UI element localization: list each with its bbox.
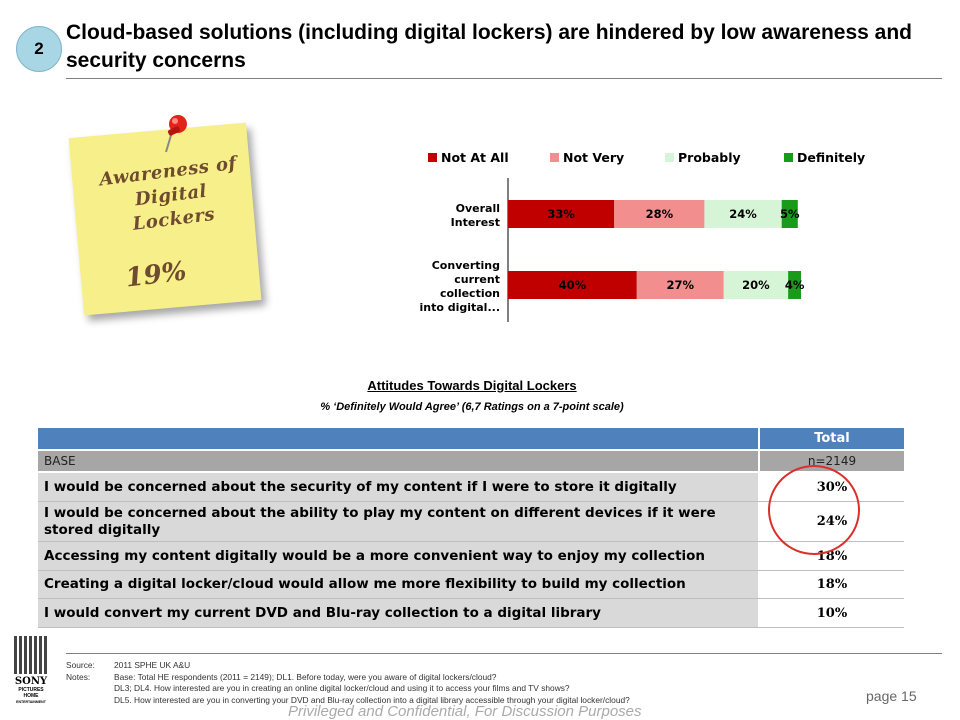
logo-line4: ENTERTAINMENT bbox=[16, 700, 46, 704]
bar-segment bbox=[614, 200, 705, 228]
bar-segment bbox=[508, 271, 637, 299]
category-label: Converting bbox=[432, 259, 500, 272]
data-label: 40% bbox=[559, 278, 587, 292]
base-label: BASE bbox=[38, 451, 758, 471]
header-total-cell: Total bbox=[758, 428, 904, 449]
legend-label: Definitely bbox=[797, 150, 865, 165]
row-label: I would be concerned about the security … bbox=[38, 473, 758, 501]
row-label: I would convert my current DVD and Blu-r… bbox=[38, 599, 758, 627]
row-label: Creating a digital locker/cloud would al… bbox=[38, 571, 758, 598]
row-label: I would be concerned about the ability t… bbox=[38, 502, 758, 541]
page-number: page 15 bbox=[866, 688, 917, 704]
data-label: 20% bbox=[742, 278, 770, 292]
bar-segment bbox=[704, 200, 782, 228]
category-label: current bbox=[454, 273, 500, 286]
table-row: I would convert my current DVD and Blu-r… bbox=[38, 599, 904, 628]
bar-segment bbox=[723, 271, 789, 299]
source-text: 2011 SPHE UK A&U bbox=[114, 660, 191, 670]
legend-swatch bbox=[550, 153, 559, 162]
header-blank-cell bbox=[38, 428, 758, 449]
highlight-circle bbox=[768, 465, 860, 555]
logo-line3: HOME bbox=[23, 693, 39, 699]
table-subtitle: % ‘Definitely Would Agree’ (6,7 Ratings … bbox=[320, 401, 624, 413]
data-label: 4% bbox=[785, 278, 805, 292]
data-label: 28% bbox=[646, 207, 674, 221]
legend-label: Not Very bbox=[563, 150, 624, 165]
logo-line2: PICTURES bbox=[18, 687, 44, 693]
section-badge: 2 bbox=[16, 26, 62, 72]
section-number: 2 bbox=[34, 39, 44, 58]
title-divider bbox=[66, 78, 942, 79]
attitudes-table: Total BASE n=2149 I would be concerned a… bbox=[38, 428, 904, 628]
legend-swatch bbox=[784, 153, 793, 162]
note-line: DL3; DL4. How interested are you in crea… bbox=[114, 683, 570, 694]
footer-notes: Source: 2011 SPHE UK A&U Notes: Base: Tota… bbox=[66, 660, 630, 706]
data-label: 24% bbox=[729, 207, 757, 221]
legend-label: Not At All bbox=[441, 150, 509, 165]
bar-segment bbox=[781, 200, 798, 228]
confidential-watermark: Privileged and Confidential, For Discuss… bbox=[288, 703, 642, 720]
interest-stacked-bar-chart: Not At All Not Very Probably Definitely Over… bbox=[419, 150, 865, 322]
data-label: 5% bbox=[780, 207, 800, 221]
source-label: Source: bbox=[66, 660, 95, 670]
category-label: into digital... bbox=[419, 301, 500, 314]
note-line: Base: Total HE respondents (2011 = 2149)… bbox=[114, 671, 497, 682]
legend-swatch bbox=[428, 153, 437, 162]
data-label: 27% bbox=[667, 278, 695, 292]
table-header-row: Total bbox=[38, 428, 904, 451]
page-title: Cloud-based solutions (including digital… bbox=[66, 21, 912, 72]
category-label: Overall bbox=[456, 202, 500, 215]
film-strip-icon bbox=[14, 636, 48, 674]
sony-pictures-logo: SONY PICTURES HOME ENTERTAINMENT bbox=[8, 636, 54, 705]
note-line: DL5. How interested are you in convertin… bbox=[114, 694, 630, 705]
push-pin-icon bbox=[165, 115, 187, 153]
bar-segment bbox=[636, 271, 724, 299]
logo-brand: SONY bbox=[14, 676, 48, 687]
bar-segment bbox=[788, 271, 802, 299]
base-row: BASE n=2149 bbox=[38, 451, 904, 473]
base-value: n=2149 bbox=[758, 451, 904, 471]
footer-divider bbox=[66, 653, 942, 654]
awareness-sticky-note: Awareness of Digital Lockers 19% bbox=[66, 112, 276, 322]
legend-swatch bbox=[665, 153, 674, 162]
category-label: collection bbox=[440, 287, 500, 300]
row-value: 10% bbox=[758, 599, 904, 627]
row-value: 18% bbox=[758, 571, 904, 598]
table-row: Accessing my content digitally would be … bbox=[38, 542, 904, 571]
table-title: Attitudes Towards Digital Lockers bbox=[367, 378, 577, 393]
data-label: 33% bbox=[547, 207, 575, 221]
notes-label: Notes: bbox=[66, 671, 91, 682]
legend-label: Probably bbox=[678, 150, 741, 165]
bar-segment bbox=[508, 200, 615, 228]
table-row: Creating a digital locker/cloud would al… bbox=[38, 571, 904, 599]
category-label: Interest bbox=[451, 216, 500, 229]
row-label: Accessing my content digitally would be … bbox=[38, 542, 758, 570]
